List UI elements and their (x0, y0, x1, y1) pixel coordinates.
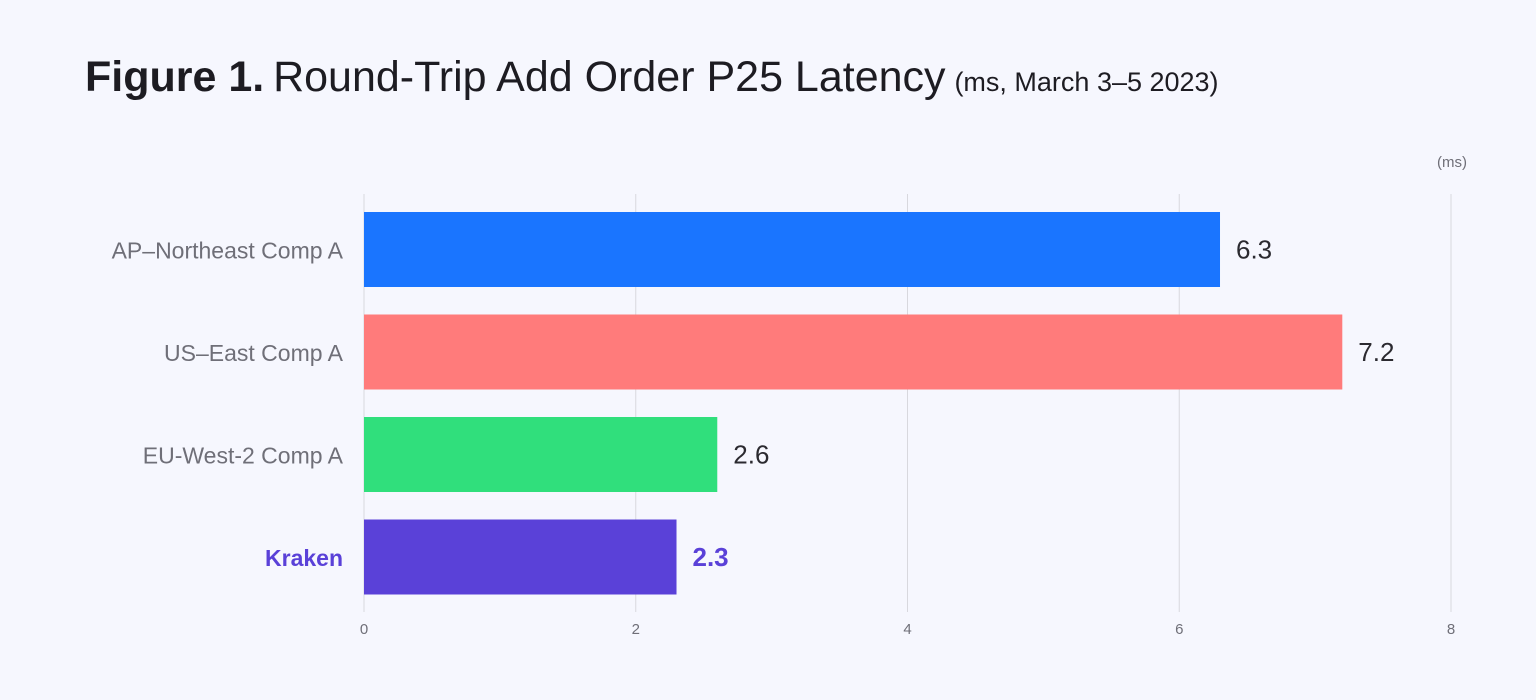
category-label: US–East Comp A (164, 340, 344, 366)
category-label: EU-West-2 Comp A (143, 443, 344, 469)
title-subtitle: (ms, March 3–5 2023) (954, 67, 1219, 97)
title-text: Round-Trip Add Order P25 Latency (273, 53, 946, 101)
x-tick-label: 8 (1447, 621, 1455, 638)
figure-label: Figure 1. (85, 53, 265, 101)
bars (364, 212, 1343, 595)
x-tick-label: 0 (360, 621, 368, 638)
unit-label: (ms) (1437, 154, 1467, 171)
x-tick-label: 4 (903, 621, 911, 638)
value-label: 2.6 (733, 440, 769, 470)
category-labels: AP–Northeast Comp A US–East Comp A EU-West… (112, 238, 344, 572)
chart-title: Figure 1. Round-Trip Add Order P25 Laten… (85, 56, 1219, 99)
category-label: AP–Northeast Comp A (112, 238, 344, 264)
category-label: Kraken (265, 545, 343, 571)
bar (364, 212, 1221, 287)
value-label: 6.3 (1236, 235, 1272, 265)
bar (364, 519, 677, 595)
bar (364, 314, 1343, 390)
value-label: 7.2 (1358, 337, 1394, 367)
bar (364, 417, 718, 492)
x-axis-ticks: 0 2 4 6 8 (360, 621, 1455, 638)
value-label: 2.3 (693, 542, 729, 572)
x-tick-label: 6 (1175, 621, 1183, 638)
x-tick-label: 2 (632, 621, 640, 638)
value-labels: 6.3 7.2 2.6 2.3 (693, 235, 1395, 573)
